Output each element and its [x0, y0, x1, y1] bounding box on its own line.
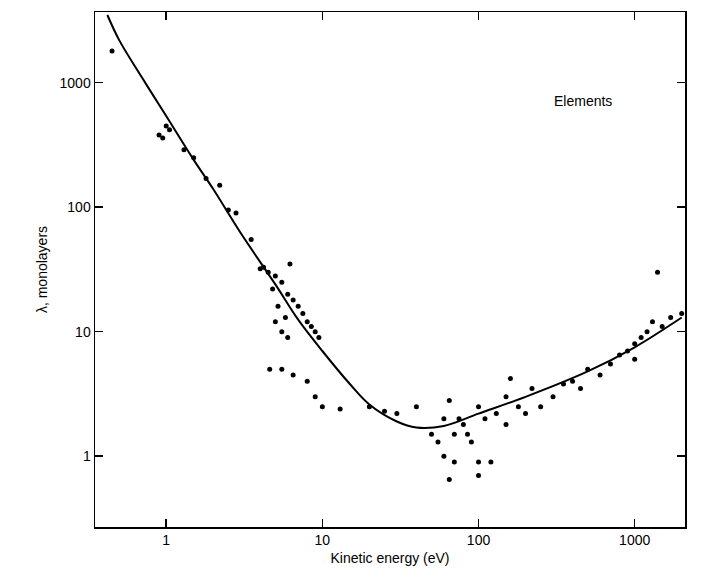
svg-text:λ, monolayers: λ, monolayers: [34, 226, 50, 313]
svg-text:10: 10: [75, 324, 91, 340]
svg-text:1000: 1000: [60, 75, 91, 91]
svg-text:1: 1: [83, 448, 91, 464]
svg-text:10: 10: [315, 532, 331, 548]
svg-text:Elements: Elements: [554, 93, 612, 109]
svg-text:100: 100: [67, 199, 91, 215]
svg-text:Kinetic energy (eV): Kinetic energy (eV): [330, 550, 449, 566]
svg-text:1000: 1000: [619, 532, 650, 548]
svg-text:100: 100: [467, 532, 491, 548]
svg-text:1: 1: [162, 532, 170, 548]
